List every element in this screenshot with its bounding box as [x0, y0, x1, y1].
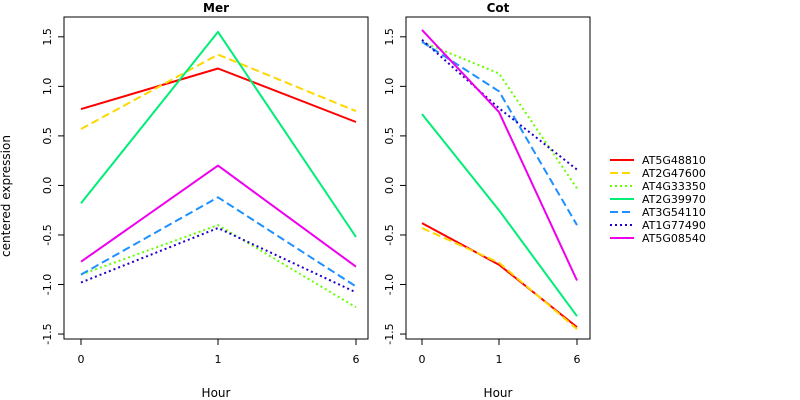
panel-cot: Cot -1.5 -1.0 -0.5 0.0 0.5 1.0 1.5 0 1 6 Hour — [383, 1, 591, 400]
series-line-at2g39970 — [421, 113, 578, 317]
series-line-at4g33350 — [421, 40, 578, 189]
series-line-at1g77490 — [421, 39, 578, 171]
legend-entry: AT1G77490 — [642, 219, 706, 232]
y-tick-label: -1.5 — [41, 323, 54, 344]
series-line-at5g48810 — [421, 222, 578, 328]
x-tick-label: 1 — [496, 353, 503, 366]
plot-frame — [405, 16, 591, 340]
panel-mer: Mer -1.5 -1.0 -0.5 0.0 0.5 1.0 1.5 0 1 6 Hour — [41, 1, 369, 400]
y-tick-label: 0.5 — [383, 127, 396, 145]
y-tick-label: 0.0 — [41, 177, 54, 195]
y-tick-label: -1.0 — [41, 274, 54, 295]
x-tick-label: 0 — [419, 353, 426, 366]
series-line-at5g08540 — [421, 29, 578, 281]
series-line-at4g33350 — [80, 224, 357, 309]
y-tick-label: 0.0 — [383, 177, 396, 195]
y-tick-label: -1.0 — [383, 274, 396, 295]
series-line-at5g08540 — [80, 164, 357, 268]
panel-title: Cot — [487, 1, 510, 15]
legend-entry: AT2G47600 — [642, 167, 706, 180]
y-tick-label: 1.0 — [383, 78, 396, 96]
series-line-at2g47600 — [80, 53, 357, 130]
y-tick-label: -0.5 — [41, 224, 54, 245]
series-line-at3g54110 — [80, 196, 357, 288]
series-line-at2g47600 — [421, 227, 578, 330]
x-axis-label: Hour — [484, 386, 513, 400]
y-tick-label: -0.5 — [383, 224, 396, 245]
panel-title: Mer — [203, 1, 229, 15]
y-tick-label: 1.5 — [383, 28, 396, 46]
x-tick-label: 1 — [215, 353, 222, 366]
legend-entry: AT5G08540 — [642, 232, 706, 245]
chart-panels: Mer -1.5 -1.0 -0.5 0.0 0.5 1.0 1.5 0 1 6 Hour Cot -1.… — [41, 1, 591, 400]
x-axis-label: Hour — [202, 386, 231, 400]
y-tick-label: 1.5 — [41, 28, 54, 46]
y-axis-label: centered expression — [0, 135, 13, 257]
x-tick-label: 6 — [574, 353, 581, 366]
legend-entry: AT5G48810 — [642, 154, 706, 167]
x-tick-label: 0 — [78, 353, 85, 366]
series-line-at3g54110 — [421, 40, 578, 226]
legend-entry: AT2G39970 — [642, 193, 706, 206]
legend-entry: AT3G54110 — [642, 206, 706, 219]
series-line-at5g48810 — [80, 67, 357, 123]
x-tick-label: 6 — [353, 353, 360, 366]
y-tick-label: -1.5 — [383, 323, 396, 344]
plot-frame — [63, 16, 369, 340]
legend-entry: AT4G33350 — [642, 180, 706, 193]
y-tick-label: 0.5 — [41, 127, 54, 145]
legend: AT5G48810AT2G47600AT4G33350AT2G39970AT3G… — [610, 154, 706, 245]
series-line-at2g39970 — [80, 30, 357, 238]
y-tick-label: 1.0 — [41, 78, 54, 96]
